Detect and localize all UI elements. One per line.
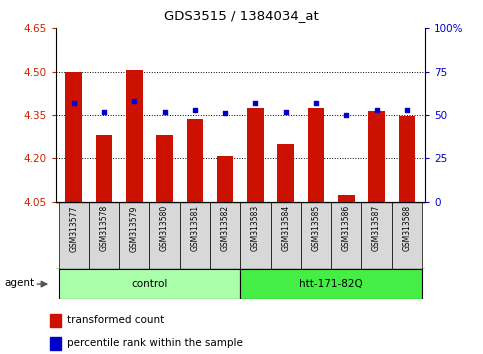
Bar [368,111,385,202]
Bar [58,269,241,299]
Bar [89,202,119,269]
Bar [96,135,113,202]
Bar [301,202,331,269]
Text: GSM313586: GSM313586 [342,205,351,251]
Text: GSM313583: GSM313583 [251,205,260,251]
Point [130,98,138,104]
Bar [247,108,264,202]
Point [221,110,229,116]
Text: GSM313577: GSM313577 [69,205,78,252]
Bar [338,195,355,202]
Point [342,112,350,118]
Bar [277,144,294,202]
Bar [331,202,361,269]
Text: GSM313588: GSM313588 [402,205,412,251]
Text: GSM313579: GSM313579 [130,205,139,252]
Text: GDS3515 / 1384034_at: GDS3515 / 1384034_at [164,9,319,22]
Point [373,107,381,113]
Text: GSM313585: GSM313585 [312,205,321,251]
Bar [270,202,301,269]
Point [282,109,290,114]
Bar [308,108,325,202]
Text: GSM313578: GSM313578 [99,205,109,251]
Text: control: control [131,279,168,289]
Bar [65,72,82,202]
Point [252,100,259,106]
Bar [119,202,149,269]
Bar [186,119,203,202]
Text: GSM313581: GSM313581 [190,205,199,251]
Text: agent: agent [4,278,35,287]
Bar [180,202,210,269]
Bar [241,202,270,269]
Bar [156,135,173,202]
Bar [50,314,61,327]
Point [312,100,320,106]
Text: GSM313580: GSM313580 [160,205,169,251]
Point [191,107,199,113]
Text: GSM313582: GSM313582 [221,205,229,251]
Text: transformed count: transformed count [67,315,164,325]
Bar [217,155,233,202]
Point [403,107,411,113]
Bar [58,202,89,269]
Bar [50,337,61,350]
Bar [126,70,142,202]
Bar [149,202,180,269]
Text: GSM313584: GSM313584 [281,205,290,251]
Point [100,109,108,114]
Point [70,100,78,106]
Bar [361,202,392,269]
Bar [392,202,422,269]
Bar [210,202,241,269]
Bar [241,269,422,299]
Point [161,109,169,114]
Bar [398,116,415,202]
Text: htt-171-82Q: htt-171-82Q [299,279,363,289]
Text: GSM313587: GSM313587 [372,205,381,251]
Text: percentile rank within the sample: percentile rank within the sample [67,338,242,348]
